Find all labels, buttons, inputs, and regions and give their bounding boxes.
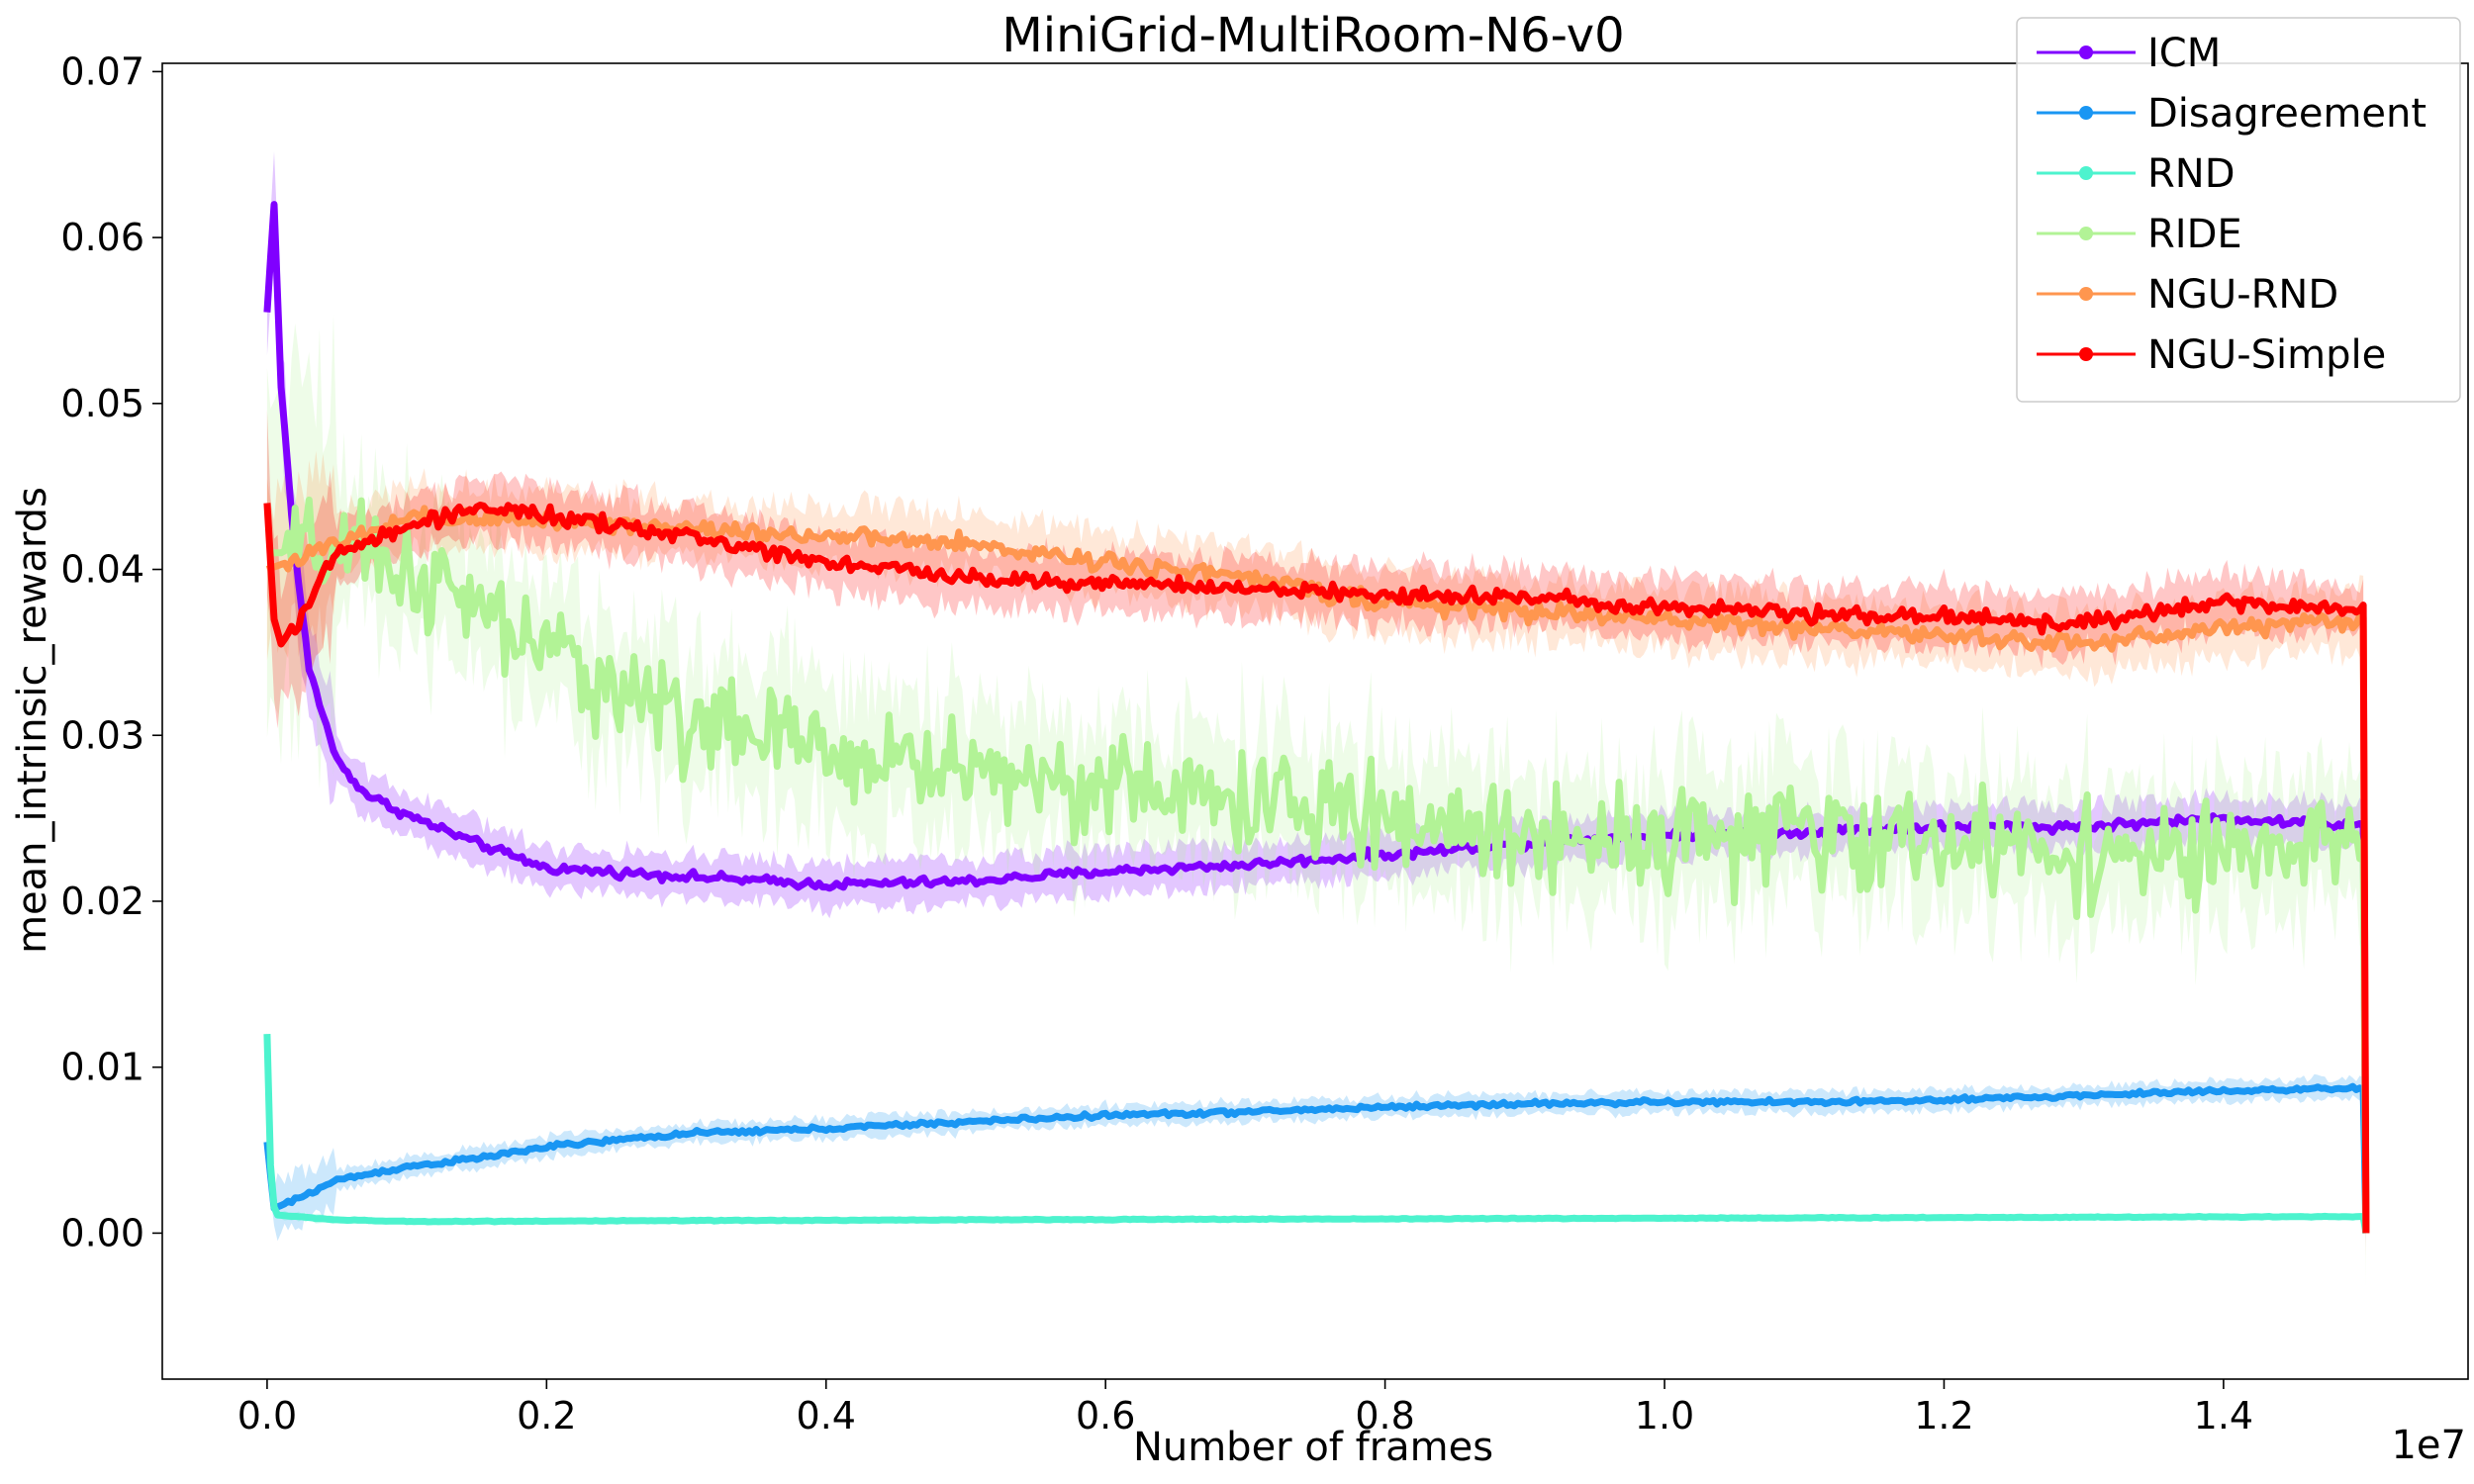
x-axis-ticks: 0.0 0.2 0.4 0.6 0.8 1.0 1.2 1.4 xyxy=(238,1379,2253,1438)
x-tick-label: 1.4 xyxy=(2194,1394,2253,1438)
legend-swatch-marker xyxy=(2079,106,2093,120)
x-tick-label: 1.2 xyxy=(1914,1394,1973,1438)
chart-title: MiniGrid-MultiRoom-N6-v0 xyxy=(1001,8,1624,63)
y-tick-label: 0.04 xyxy=(60,548,144,592)
series-line-ngu-simple xyxy=(263,502,2370,1234)
y-tick-label: 0.00 xyxy=(60,1211,144,1254)
x-tick-label: 0.6 xyxy=(1076,1394,1135,1438)
legend-swatch-marker xyxy=(2079,347,2093,361)
series-band-rnd xyxy=(266,1029,2366,1235)
legend-swatch-marker xyxy=(2079,46,2093,59)
series-band-ride xyxy=(266,314,2366,1288)
legend-label: Disagreement xyxy=(2147,91,2426,137)
plot-frame xyxy=(161,62,2469,1380)
series-band-ngu-rnd xyxy=(266,450,2366,1259)
legend-label: RND xyxy=(2147,151,2236,197)
legend-label: RIDE xyxy=(2147,212,2242,257)
y-axis-ticks: 0.00 0.01 0.02 0.03 0.04 0.05 0.06 0.07 xyxy=(60,49,162,1254)
y-tick-label: 0.07 xyxy=(60,49,144,93)
series-line-disagreement xyxy=(263,1082,2370,1234)
x-tick-label: 0.4 xyxy=(797,1394,856,1438)
legend: ICM Disagreement RND RIDE NGU-RND NGU-Simple xyxy=(2016,17,2461,403)
x-tick-label: 0.8 xyxy=(1355,1394,1414,1438)
x-tick-label: 0.2 xyxy=(517,1394,576,1438)
legend-label: ICM xyxy=(2147,31,2221,76)
y-tick-label: 0.03 xyxy=(60,713,144,757)
legend-swatch-marker xyxy=(2079,166,2093,180)
x-axis-offset-label: 1e7 xyxy=(2391,1423,2466,1468)
series-lines xyxy=(263,201,2370,1234)
y-tick-label: 0.01 xyxy=(60,1046,144,1089)
series-line-rnd xyxy=(263,1034,2370,1234)
y-axis-title: mean_intrinsic_rewards xyxy=(10,487,55,954)
y-tick-label: 0.05 xyxy=(60,382,144,425)
x-axis-title: Number of frames xyxy=(1133,1425,1493,1470)
x-tick-label: 0.0 xyxy=(238,1394,297,1438)
x-tick-label: 1.0 xyxy=(1635,1394,1694,1438)
series-line-ride xyxy=(266,496,2370,1234)
legend-swatch-marker xyxy=(2079,227,2093,240)
legend-label: NGU-Simple xyxy=(2147,332,2386,378)
legend-swatch-marker xyxy=(2079,287,2093,301)
legend-label: NGU-RND xyxy=(2147,272,2338,318)
y-tick-label: 0.02 xyxy=(60,880,144,923)
y-tick-label: 0.06 xyxy=(60,216,144,259)
